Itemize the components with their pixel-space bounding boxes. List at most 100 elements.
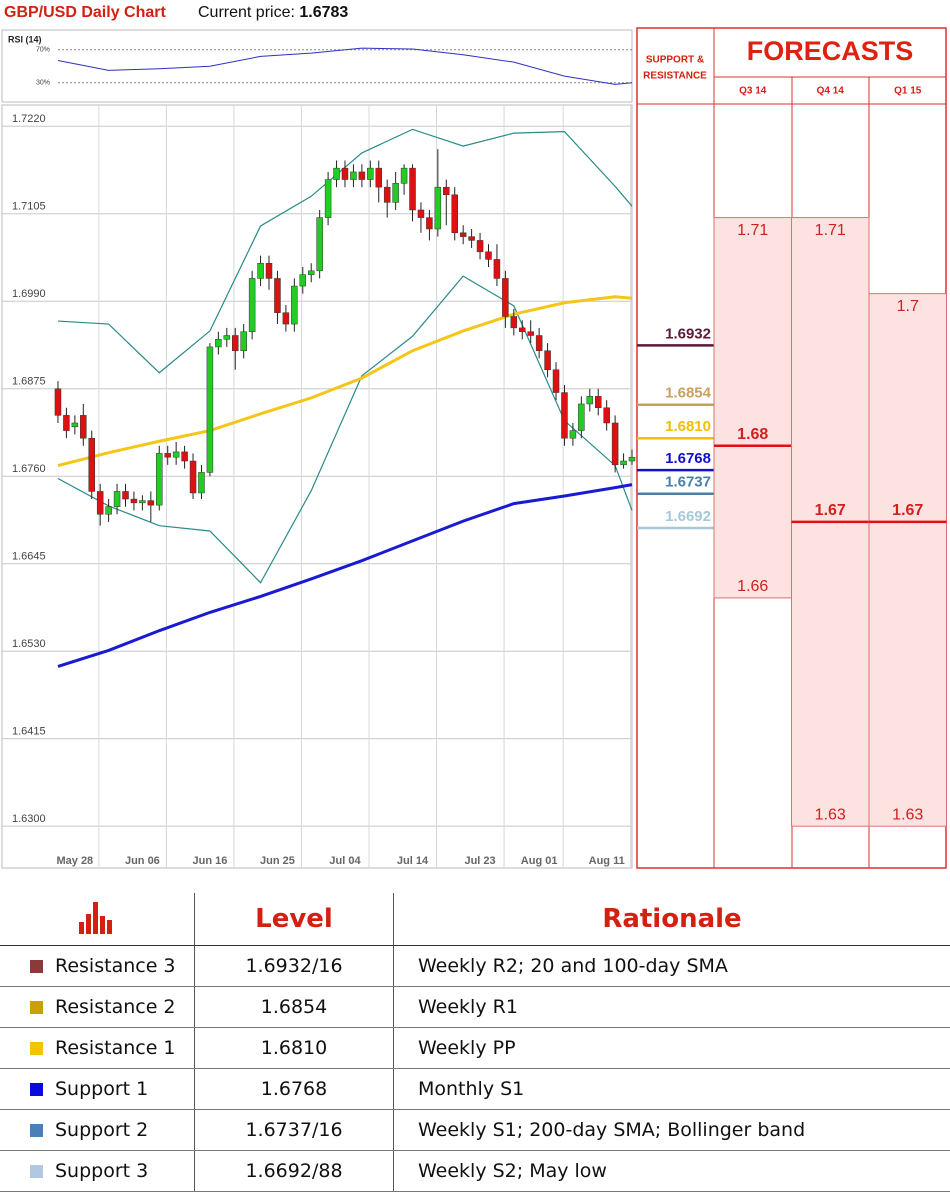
candle-body xyxy=(257,262,264,279)
rationale-cell: Monthly S1 xyxy=(393,1068,950,1110)
x-tick-label: Aug 01 xyxy=(521,855,558,867)
candle-body xyxy=(240,331,247,351)
chart-area: GBP/USD Daily Chart Current price: 1.678… xyxy=(1,4,947,869)
color-swatch xyxy=(30,1083,43,1096)
header-level: Level xyxy=(194,893,394,946)
forecast-mid-label: 1.67 xyxy=(815,502,846,519)
candle-body xyxy=(215,339,222,348)
candle-body xyxy=(54,388,62,416)
candle-body xyxy=(417,209,425,218)
rsi-title: RSI (14) xyxy=(8,34,42,44)
candle-body xyxy=(71,422,79,428)
candle-body xyxy=(620,460,627,466)
candle-body xyxy=(400,167,408,184)
candle-body xyxy=(502,278,509,317)
candle-body xyxy=(333,167,340,180)
level-label: 1.6854 xyxy=(665,385,712,402)
candle-body xyxy=(375,167,383,188)
candle-body xyxy=(459,232,467,237)
forecast-range xyxy=(713,217,792,599)
candle-body xyxy=(350,171,357,180)
price-value: 1.6783 xyxy=(299,4,348,21)
y-tick-label: 1.6990 xyxy=(12,288,46,300)
candle-body xyxy=(307,270,315,275)
bar-icon xyxy=(79,901,112,934)
forecast-mid-label: 1.68 xyxy=(737,426,768,443)
rationale-cell: Weekly S2; May low xyxy=(393,1150,950,1192)
x-tick-label: Jul 23 xyxy=(464,855,495,867)
quarter-label: Q4 14 xyxy=(817,86,845,97)
candle-body xyxy=(139,500,146,504)
level-label: 1.6692 xyxy=(665,508,711,525)
icon-cell xyxy=(0,893,195,946)
x-tick-label: Jun 16 xyxy=(192,855,227,867)
candle-body xyxy=(544,350,551,370)
rationale-cell: Weekly R2; 20 and 100-day SMA xyxy=(393,945,950,987)
indicator-line xyxy=(57,295,633,468)
table-row: Support 2 1.6737/16 Weekly S1; 200-day SMA… xyxy=(0,1109,950,1151)
color-swatch xyxy=(30,1042,43,1055)
color-swatch xyxy=(30,960,43,973)
candle-body xyxy=(113,491,121,507)
forecast-low: 1.63 xyxy=(815,806,846,823)
candle-body xyxy=(130,498,138,504)
candle-body xyxy=(358,171,366,180)
x-tick-label: Jul 14 xyxy=(397,855,429,867)
y-tick-label: 1.6645 xyxy=(12,551,46,563)
name-cell: Support 3 xyxy=(0,1150,195,1192)
candle-body xyxy=(569,430,577,439)
sr-title: RESISTANCE xyxy=(643,71,707,82)
candle-body xyxy=(147,500,155,506)
level-cell: 1.6768 xyxy=(194,1068,394,1110)
level-cell: 1.6932/16 xyxy=(194,945,394,987)
y-tick-label: 1.6530 xyxy=(12,638,46,650)
candle-body xyxy=(586,396,594,405)
forecasts-title: FORECASTS xyxy=(747,36,914,66)
y-tick-label: 1.6300 xyxy=(12,813,46,825)
candle-body xyxy=(164,453,171,458)
rationale-cell: Weekly PP xyxy=(393,1027,950,1069)
forecast-high: 1.71 xyxy=(737,222,768,239)
candle-body xyxy=(316,217,323,272)
level-label: 1.6768 xyxy=(665,450,711,467)
candle-body xyxy=(434,186,442,230)
level-name: Support 1 xyxy=(55,1078,149,1100)
y-tick-label: 1.6415 xyxy=(12,726,46,738)
x-tick-label: Jun 06 xyxy=(125,855,160,867)
level-cell: 1.6854 xyxy=(194,986,394,1028)
forecast-high: 1.71 xyxy=(815,222,846,239)
y-tick-label: 1.6760 xyxy=(12,463,46,475)
candle-body xyxy=(172,451,180,458)
candle-body xyxy=(527,331,534,336)
y-tick-label: 1.7105 xyxy=(12,201,46,213)
level-label: 1.6932 xyxy=(665,325,711,342)
level-name: Resistance 1 xyxy=(55,1037,176,1059)
rationale-cell: Weekly R1 xyxy=(393,986,950,1028)
candle-body xyxy=(96,491,104,515)
color-swatch xyxy=(30,1165,43,1178)
candle-body xyxy=(519,327,526,332)
current-price: Current price: 1.6783 xyxy=(198,4,348,21)
forecast-low: 1.66 xyxy=(737,578,768,595)
x-tick-label: Aug 11 xyxy=(589,855,625,867)
candle-body xyxy=(578,403,585,431)
forecast-low: 1.63 xyxy=(892,806,923,823)
table-row: Resistance 1 1.6810 Weekly PP xyxy=(0,1027,950,1069)
chart-title: GBP/USD Daily Chart xyxy=(4,4,166,21)
candle-body xyxy=(156,453,163,506)
candle-body xyxy=(231,335,239,351)
candle-body xyxy=(189,460,197,494)
candle-body xyxy=(248,278,256,332)
name-cell: Support 2 xyxy=(0,1109,195,1151)
header-rationale: Rationale xyxy=(393,893,950,946)
candle-body xyxy=(552,369,560,393)
indicator-line xyxy=(57,483,633,668)
candle-body xyxy=(468,236,475,241)
candle-body xyxy=(383,186,391,203)
rsi-frame xyxy=(1,29,633,103)
candle-body xyxy=(63,415,70,431)
candle-body xyxy=(426,217,433,230)
y-tick-label: 30% xyxy=(36,80,50,87)
sr-title: SUPPORT & xyxy=(646,55,704,66)
candle-body xyxy=(341,167,349,180)
